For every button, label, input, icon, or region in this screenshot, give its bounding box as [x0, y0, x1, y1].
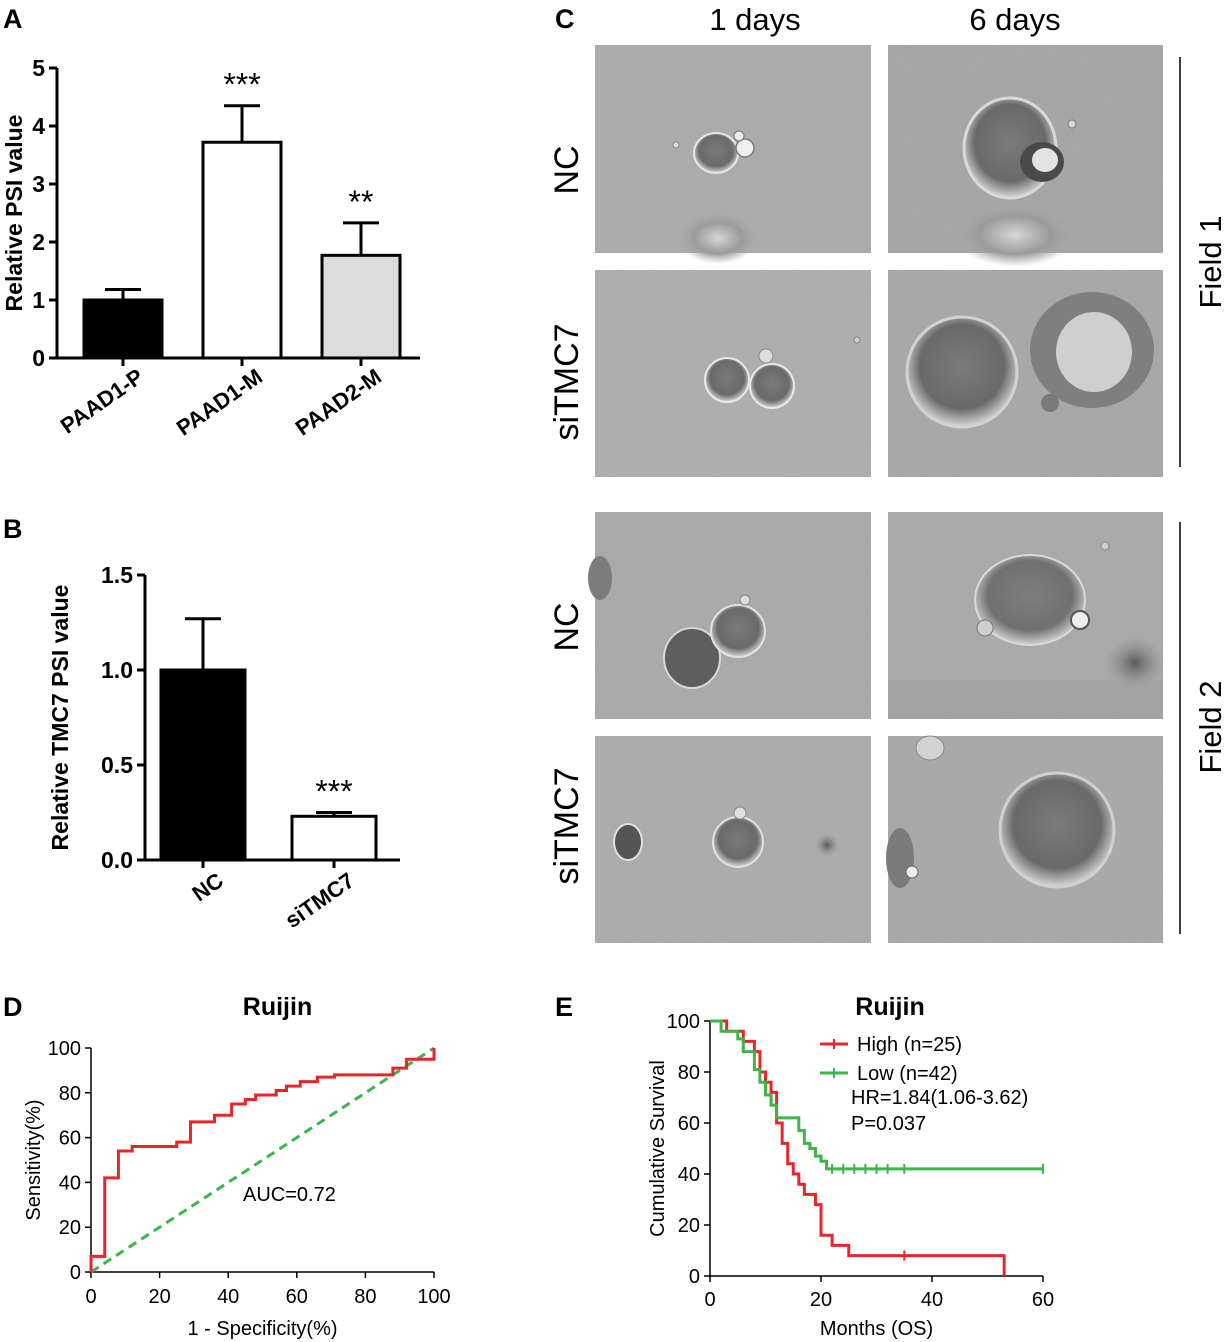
- bar-sitmc7: [290, 814, 378, 862]
- y-axis-title: Relative PSI value: [1, 115, 27, 312]
- micrograph-nc-day6-field2: [888, 512, 1165, 719]
- bar-nc: [159, 668, 247, 862]
- y-tick-label: 5: [32, 55, 45, 81]
- y-tick-label: 20: [678, 1215, 700, 1237]
- field-label-1: Field 1: [1193, 215, 1227, 308]
- bar-chart-b: 0.0 0.5 1.0 1.5 NC *** siTMC7 Relative TMC7 PSI…: [47, 562, 400, 933]
- legend-label: Low (n=42): [857, 1063, 958, 1085]
- col-header-6-days: 6 days: [969, 2, 1060, 37]
- micrograph-nc-day6-field1: [888, 45, 1163, 267]
- chart-title: Ruijin: [243, 993, 312, 1021]
- y-tick-label: 0.5: [101, 752, 133, 778]
- x-tick-label: 100: [417, 1286, 450, 1308]
- y-tick-label: 0: [70, 1262, 81, 1284]
- y-tick-label: 60: [59, 1128, 81, 1150]
- micrograph-sitmc7-day1-field2: [595, 736, 871, 943]
- y-tick-label: 60: [678, 1113, 700, 1135]
- bar-paad2-m: [320, 253, 402, 360]
- x-tick-label: 60: [1032, 1289, 1054, 1311]
- survival-curve-low: [710, 1019, 1043, 1171]
- micrograph-sitmc7-day6-field1: [888, 270, 1163, 477]
- panel-label-b: B: [3, 514, 23, 544]
- y-tick-label: 0: [689, 1266, 700, 1288]
- roc-chart: Ruijin 0 20 40 60 80 100 0 20 40 60 80 100 AUC=0.72 1 …: [23, 993, 451, 1340]
- row-label-sitmc7-1: siTMC7: [548, 323, 586, 440]
- survival-curve-high: [710, 1019, 1006, 1276]
- micrograph-panel: 1 days 6 days NC siTMC7 NC siTMC7 Field …: [548, 2, 1227, 943]
- micrograph-nc-day1-field1: [595, 45, 871, 264]
- p-value-text: P=0.037: [851, 1113, 926, 1135]
- panel-label-a: A: [3, 4, 23, 34]
- significance-marker: ***: [315, 774, 352, 810]
- significance-marker: **: [349, 184, 374, 220]
- survival-chart: Ruijin 0 20 40 60 0 20 40 60 80 100 High (n=25) Low …: [647, 993, 1054, 1340]
- x-tick-label: siTMC7: [280, 868, 358, 933]
- x-tick-label: 20: [148, 1286, 170, 1308]
- y-tick-label: 40: [59, 1172, 81, 1194]
- y-axis-title: Sensitivity(%): [23, 1099, 45, 1220]
- micrograph-nc-day1-field2: [588, 512, 871, 719]
- x-axis-title: 1 - Specificity(%): [187, 1318, 337, 1340]
- y-tick-label: 80: [678, 1062, 700, 1084]
- y-axis-title: Cumulative Survival: [647, 1060, 669, 1237]
- legend-label: High (n=25): [857, 1034, 962, 1056]
- row-label-nc-1: NC: [548, 145, 586, 194]
- hazard-ratio-text: HR=1.84(1.06-3.62): [851, 1087, 1028, 1109]
- y-tick-label: 40: [678, 1164, 700, 1186]
- panel-label-e: E: [555, 992, 573, 1022]
- row-label-nc-2: NC: [548, 602, 586, 651]
- col-header-1-days: 1 days: [709, 2, 800, 37]
- x-tick-label: 60: [286, 1286, 308, 1308]
- y-tick-label: 1: [32, 287, 45, 313]
- bar-paad1-p: [82, 298, 164, 360]
- y-tick-label: 0: [32, 345, 45, 371]
- x-tick-label: PAAD1-M: [172, 364, 267, 441]
- y-tick-label: 0.0: [101, 847, 133, 873]
- x-tick-label: 0: [704, 1289, 715, 1311]
- y-axis-title: Relative TMC7 PSI value: [47, 585, 73, 851]
- x-tick-label: PAAD1-P: [56, 364, 148, 439]
- y-tick-label: 2: [32, 229, 45, 255]
- micrograph-sitmc7-day1-field1: [595, 270, 871, 477]
- reference-diagonal: [90, 1046, 435, 1274]
- y-tick-label: 1.5: [101, 562, 133, 588]
- micrograph-sitmc7-day6-field2: [886, 735, 1163, 943]
- x-tick-label: NC: [187, 868, 227, 907]
- chart-title: Ruijin: [855, 993, 924, 1021]
- y-tick-label: 100: [48, 1038, 81, 1060]
- auc-annotation: AUC=0.72: [243, 1184, 336, 1206]
- bar-chart-a: 0 1 2 3 4 5 PAAD1-P *** PAAD1-M ** PAAD2-M Relative…: [1, 55, 420, 441]
- x-tick-label: 80: [354, 1286, 376, 1308]
- y-tick-label: 3: [32, 171, 45, 197]
- row-label-sitmc7-2: siTMC7: [548, 767, 586, 884]
- panel-label-d: D: [3, 992, 23, 1022]
- y-tick-label: 1.0: [101, 657, 133, 683]
- x-axis-title: Months (OS): [820, 1318, 933, 1340]
- significance-marker: ***: [223, 67, 260, 103]
- x-tick-label: 0: [85, 1286, 96, 1308]
- x-tick-label: 20: [810, 1289, 832, 1311]
- y-tick-label: 20: [59, 1217, 81, 1239]
- x-tick-label: 40: [217, 1286, 239, 1308]
- y-tick-label: 4: [32, 113, 45, 139]
- bar-paad1-m: [201, 140, 283, 360]
- roc-curve: [89, 1048, 436, 1272]
- x-tick-label: PAAD2-M: [291, 364, 386, 441]
- panel-label-c: C: [555, 4, 575, 34]
- y-tick-label: 100: [667, 1011, 700, 1033]
- y-tick-label: 80: [59, 1083, 81, 1105]
- x-tick-label: 40: [921, 1289, 943, 1311]
- field-label-2: Field 2: [1193, 680, 1227, 773]
